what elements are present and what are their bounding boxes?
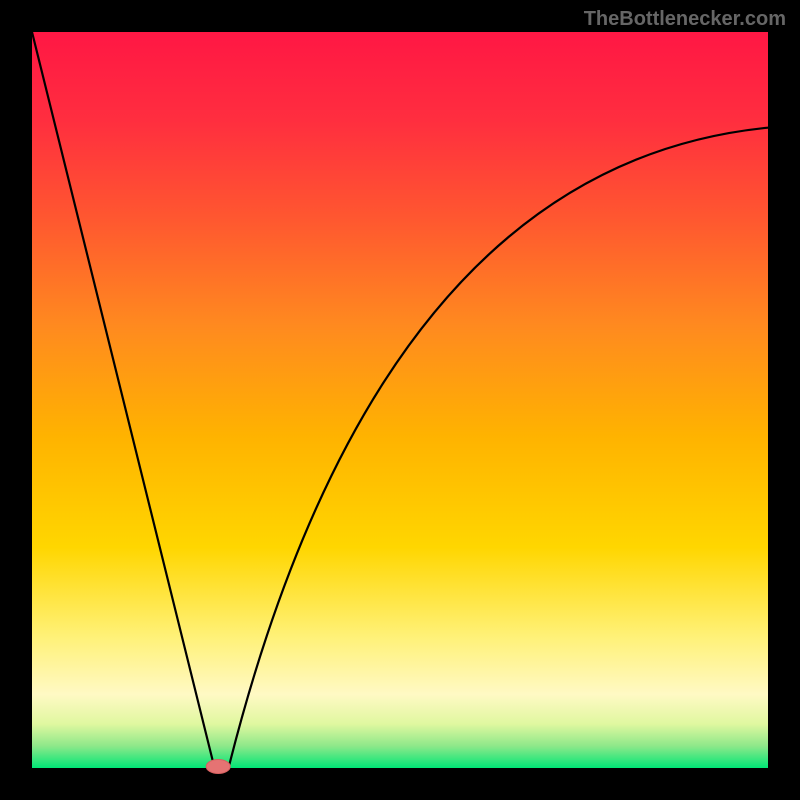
bottleneck-chart: TheBottlenecker.com <box>0 0 800 800</box>
chart-canvas <box>0 0 800 800</box>
chart-plot-background <box>32 32 768 768</box>
optimal-point-marker <box>206 760 230 774</box>
watermark-text: TheBottlenecker.com <box>584 8 786 31</box>
